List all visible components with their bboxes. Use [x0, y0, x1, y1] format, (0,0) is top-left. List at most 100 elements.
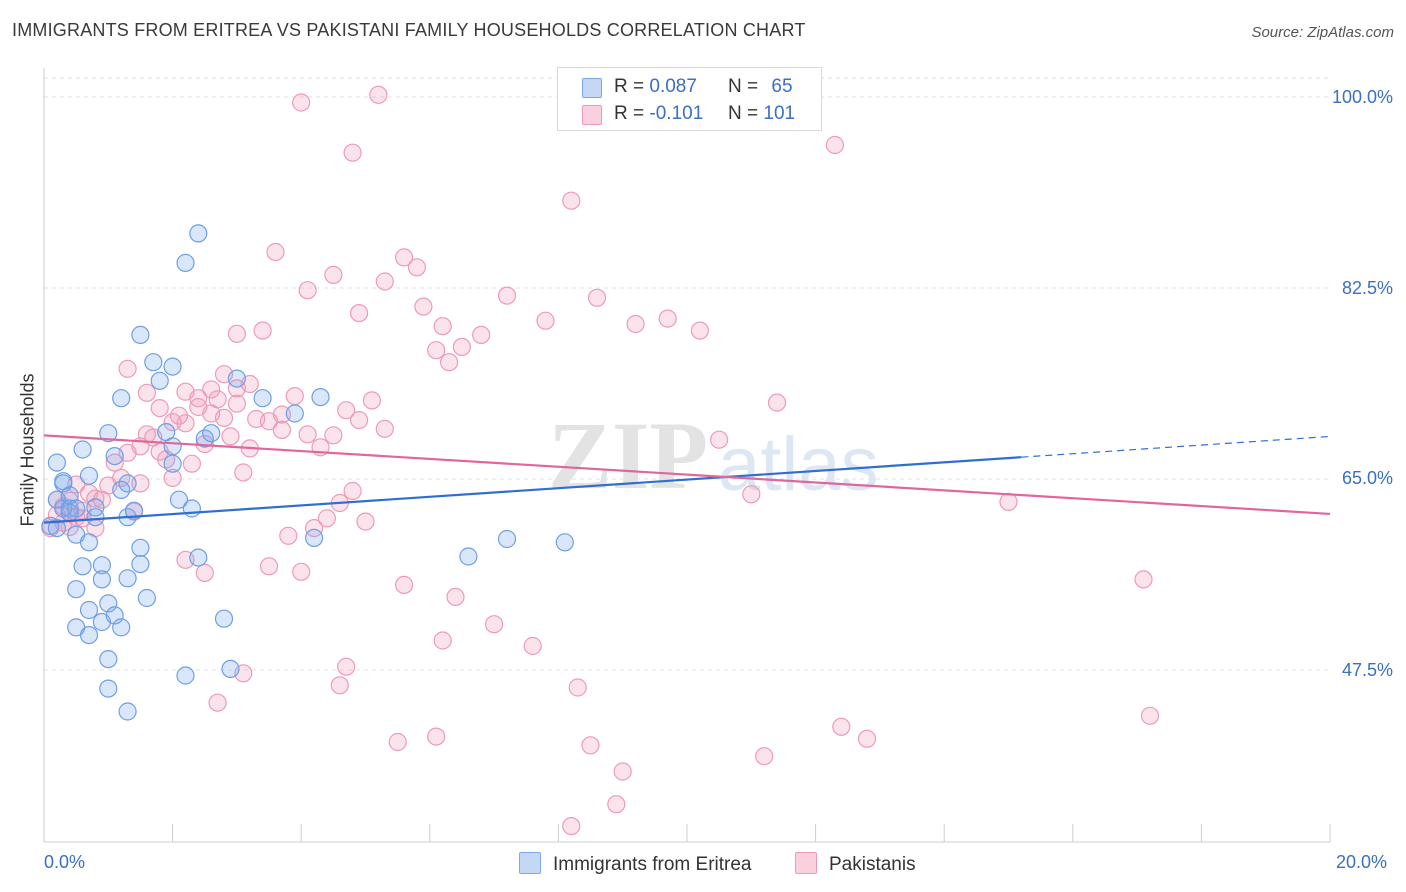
pakistani-point [227, 394, 246, 413]
eritrea-trend-extension [1021, 435, 1331, 458]
eritrea-point [92, 556, 112, 575]
pakistani-point [279, 526, 298, 545]
pakistani-point [626, 314, 645, 334]
pakistani-point [1140, 706, 1160, 725]
pakistani-point [388, 732, 407, 752]
legend-item-pakistani[interactable]: Pakistanis [795, 852, 916, 876]
eritrea-point [99, 649, 118, 669]
pakistani-point [163, 468, 182, 487]
eritrea-point [86, 508, 105, 527]
pakistani-point [446, 587, 465, 607]
pakistani-point [536, 311, 555, 330]
pakistani-point [587, 288, 607, 307]
pakistani-point [485, 615, 504, 634]
pakistani-point [118, 359, 137, 378]
pakistani-point [568, 678, 587, 697]
pakistani-point [298, 425, 317, 444]
pakistani-point [337, 401, 356, 420]
eritrea-point [86, 498, 105, 517]
eritrea-trend-line [43, 456, 1022, 524]
pakistani-point [742, 485, 761, 504]
pakistani-point [272, 420, 291, 439]
stats-row-eritrea: R = 0.087 N = 65 [558, 74, 821, 100]
pakistani-point [150, 399, 169, 418]
legend-eritrea-label: Immigrants from Eritrea [553, 854, 752, 875]
eritrea-point [79, 625, 99, 645]
pakistani-point [176, 414, 195, 433]
watermark-atlas: atlas [718, 422, 879, 507]
pakistani-point [755, 747, 774, 766]
pakistani-point [131, 474, 150, 493]
axes [43, 68, 1331, 843]
legend-pakistani-swatch [795, 852, 817, 874]
legend-item-eritrea[interactable]: Immigrants from Eritrea [519, 852, 751, 876]
pakistani-point [999, 492, 1018, 511]
eritrea-point [137, 588, 156, 608]
pakistani-point [169, 406, 189, 425]
y-axis-label-wrap: Family Households [16, 350, 40, 550]
eritrea-n: N = 65 [728, 76, 793, 97]
pakistani-point [832, 717, 851, 736]
eritrea-point [99, 679, 118, 698]
pakistani-point [581, 736, 600, 755]
pakistani-point [202, 404, 221, 423]
eritrea-r: R = 0.087 [614, 76, 697, 97]
eritrea-points [41, 224, 574, 721]
pakistani-point [285, 387, 304, 406]
pakistani-point [375, 419, 394, 438]
pakistani-point [189, 389, 208, 408]
pakistani-point [337, 657, 356, 676]
pakistani-point [266, 242, 285, 262]
legend-pakistani-label: Pakistanis [829, 854, 916, 875]
pakistani-n: N = 101 [728, 103, 796, 124]
pakistani-swatch [582, 105, 602, 125]
pakistani-point [182, 454, 201, 473]
pakistani-point [369, 85, 388, 104]
eritrea-point [92, 570, 112, 589]
pakistani-point [330, 676, 349, 695]
stats-legend: R = 0.087 N = 65 R = -0.101 N = 101 [557, 67, 822, 131]
pakistani-point [292, 93, 311, 112]
eritrea-point [150, 371, 169, 390]
eritrea-point [189, 224, 208, 243]
eritrea-point [67, 580, 86, 599]
pakistani-point [305, 518, 324, 538]
pakistani-point [497, 286, 517, 305]
pakistani-point [690, 321, 710, 340]
eritrea-point [131, 538, 150, 557]
eritrea-point [285, 404, 304, 423]
eritrea-point [112, 618, 131, 637]
pakistani-point [427, 341, 446, 360]
pakistani-point [857, 729, 877, 748]
pakistani-point [234, 463, 253, 482]
pakistani-point [350, 304, 369, 323]
pakistani-point [317, 509, 336, 528]
pakistani-point [407, 258, 426, 277]
pakistani-point [324, 265, 343, 284]
source-label: Source: ZipAtlas.com [1251, 24, 1394, 41]
eritrea-point [54, 472, 73, 491]
pakistani-point [395, 248, 414, 267]
eritrea-point [112, 389, 131, 408]
pakistani-point [227, 324, 246, 343]
trend-lines [43, 434, 1331, 524]
pakistani-point [562, 816, 581, 836]
pakistani-point [767, 393, 787, 412]
pakistani-point [356, 512, 375, 531]
eritrea-point [118, 702, 137, 721]
eritrea-point [202, 424, 221, 443]
eritrea-point [118, 474, 137, 493]
pakistani-point [253, 321, 272, 340]
watermark: ZIP atlas [548, 402, 879, 509]
eritrea-point [47, 518, 67, 538]
eritrea-point [163, 437, 182, 456]
eritrea-point [163, 454, 182, 473]
pakistani-point [440, 353, 459, 372]
eritrea-point [176, 666, 195, 685]
pakistani-point [433, 317, 452, 336]
pakistani-point [414, 297, 433, 316]
pakistani-point [272, 405, 291, 424]
pakistani-point [433, 631, 452, 650]
eritrea-point [124, 501, 144, 520]
pakistani-r: R = -0.101 [614, 103, 704, 124]
